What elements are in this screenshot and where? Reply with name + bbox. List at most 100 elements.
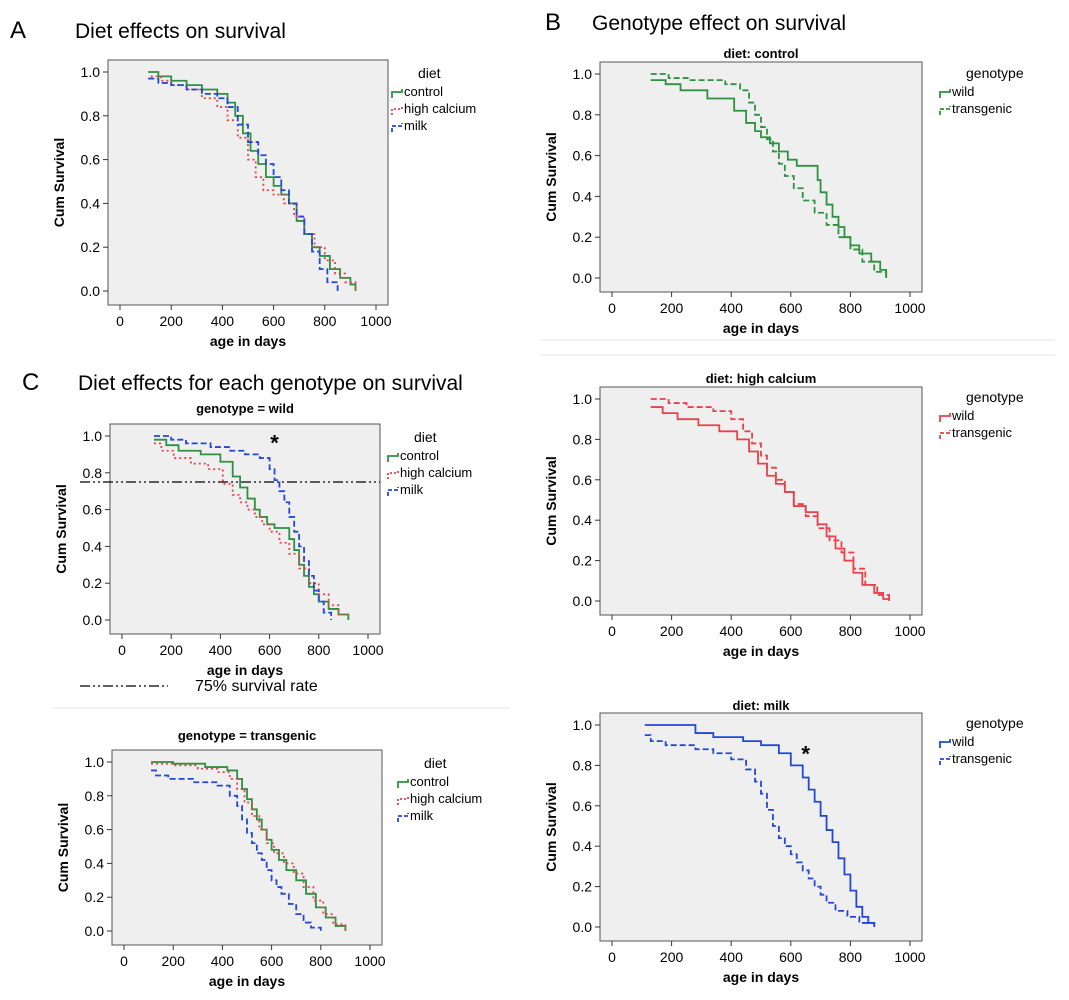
y-tick-label: 0.4	[573, 512, 593, 528]
x-tick-label: 600	[779, 300, 803, 316]
x-axis-label: age in days	[723, 320, 799, 336]
y-tick-label: 0.6	[83, 502, 103, 518]
chart-title: diet: control	[723, 46, 798, 61]
y-tick-label: 1.0	[573, 66, 593, 82]
x-tick-label: 600	[260, 953, 284, 969]
chart-c2: 0.0 0.2 0.4 0.6 0.8 1.0 0 200 400 600 800 1000 age i…	[55, 728, 482, 989]
series-transgenic	[650, 73, 888, 278]
x-axis-label: age in days	[210, 333, 286, 349]
y-tick-label: 0.0	[573, 593, 593, 609]
legend-swatch-milk	[387, 487, 399, 496]
x-tick-label: 0	[608, 300, 616, 316]
legend-swatch-transgenic	[939, 106, 951, 115]
x-tick-label: 1000	[352, 642, 383, 658]
x-tick-label: 200	[162, 953, 186, 969]
legend-title: genotype	[966, 65, 1024, 81]
legend-swatch-control	[391, 89, 403, 98]
y-tick-label: 0.2	[573, 879, 593, 895]
legend-swatch-high-calcium	[391, 106, 403, 115]
series-wild	[650, 79, 888, 278]
x-tick-label: 400	[720, 300, 744, 316]
legend-swatch-milk	[391, 123, 403, 132]
legend-title: diet	[424, 755, 447, 771]
y-axis-label: Cum Survival	[543, 456, 559, 545]
legend-item-milk: milk	[410, 808, 434, 823]
x-tick-label: 800	[309, 953, 333, 969]
y-tick-label: 0.6	[81, 152, 101, 168]
y-tick-label: 0.2	[81, 239, 101, 255]
x-tick-label: 400	[209, 642, 233, 658]
y-tick-label: 0.2	[573, 553, 593, 569]
chart-title: diet: high calcium	[706, 371, 817, 386]
series-wild	[644, 724, 876, 927]
legend-item-control: control	[410, 774, 449, 789]
x-axis-label: age in days	[207, 662, 283, 678]
x-tick-label: 800	[839, 949, 863, 965]
y-tick-label: 0.6	[573, 472, 593, 488]
y-tick-label: 0.8	[573, 431, 593, 447]
y-tick-label: 0.2	[85, 889, 105, 905]
plot-area	[599, 61, 923, 293]
x-axis-label: age in days	[209, 973, 285, 989]
legend-swatch-milk	[397, 813, 409, 822]
legend-item-wild: wild	[951, 84, 974, 99]
x-tick-label: 0	[120, 953, 128, 969]
legend-swatch-control	[387, 453, 399, 462]
panel-title-c: Diet effects for each genotype on surviv…	[78, 372, 463, 395]
significance-marker: *	[270, 431, 279, 456]
panel-letter-c: C	[22, 369, 39, 396]
x-tick-label: 200	[160, 642, 184, 658]
legend-swatch-high-calcium	[397, 796, 409, 805]
legend-item-wild: wild	[951, 734, 974, 749]
x-tick-label: 600	[262, 313, 286, 329]
x-axis-label: age in days	[723, 643, 799, 659]
y-axis-label: Cum Survival	[53, 484, 69, 573]
legend-swatch-transgenic	[939, 430, 951, 439]
x-tick-label: 800	[313, 313, 337, 329]
chart-title: genotype = wild	[196, 401, 294, 416]
x-tick-label: 400	[720, 949, 744, 965]
panel-letter-b: B	[545, 9, 561, 36]
legend-swatch-wild	[939, 739, 951, 748]
y-tick-label: 0.0	[83, 612, 103, 628]
y-axis-label: Cum Survival	[55, 803, 71, 892]
y-tick-label: 0.0	[573, 919, 593, 935]
y-tick-label: 1.0	[573, 391, 593, 407]
x-tick-label: 1000	[894, 300, 925, 316]
x-tick-label: 1000	[894, 949, 925, 965]
legend-swatch-wild	[939, 413, 951, 422]
series-transgenic	[644, 734, 876, 927]
y-tick-label: 0.0	[81, 283, 101, 299]
significance-marker: *	[801, 741, 810, 766]
y-tick-label: 0.4	[85, 855, 105, 871]
legend-title: diet	[414, 429, 437, 445]
y-tick-label: 0.2	[573, 229, 593, 245]
legend-title: genotype	[966, 715, 1024, 731]
y-tick-label: 0.4	[573, 838, 593, 854]
y-axis-label: Cum Survival	[51, 138, 67, 227]
legend-item-control: control	[404, 84, 443, 99]
y-tick-label: 0.0	[573, 270, 593, 286]
x-tick-label: 400	[720, 623, 744, 639]
legend-item-transgenic: transgenic	[952, 101, 1012, 116]
series-milk	[151, 769, 322, 931]
x-tick-label: 800	[307, 642, 331, 658]
series-high-calcium	[153, 442, 350, 620]
legend-swatch-high-calcium	[387, 470, 399, 479]
panel-title-b: Genotype effect on survival	[592, 12, 846, 35]
x-tick-label: 0	[118, 642, 126, 658]
chart-c1: 0.0 0.2 0.4 0.6 0.8 1.0 0 200 400 600 800 1000 age i…	[53, 401, 472, 678]
series-milk	[148, 77, 339, 291]
legend-item-high-calcium: high calcium	[404, 101, 476, 116]
y-tick-label: 0.2	[83, 575, 103, 591]
y-tick-label: 0.4	[573, 188, 593, 204]
chart-b3: 0.0 0.2 0.4 0.6 0.8 1.0 0 200 400 600 800 1000 age i…	[543, 698, 1024, 985]
y-tick-label: 1.0	[85, 754, 105, 770]
x-axis-label: age in days	[723, 969, 799, 985]
y-tick-label: 1.0	[83, 428, 103, 444]
chart-a: 0.0 0.2 0.4 0.6 0.8 1.0 0 200 400 600 800 1000 age i…	[51, 59, 476, 349]
plot-area	[599, 712, 923, 942]
y-tick-label: 0.0	[85, 923, 105, 939]
x-tick-label: 400	[211, 313, 235, 329]
